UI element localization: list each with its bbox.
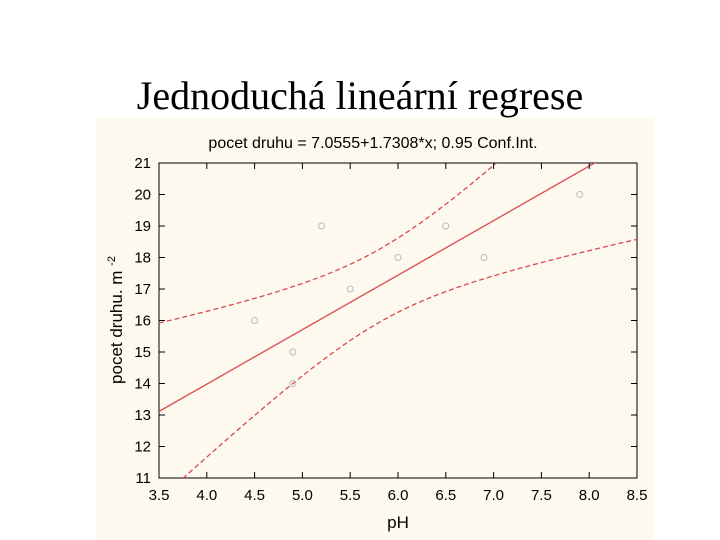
y-axis-label-main: pocet druhu. m [107,271,126,384]
y-tick-label: 11 [135,470,151,487]
chart-panel: pocet druhu = 7.0555+1.7308*x; 0.95 Conf… [96,118,654,540]
x-tick-label: 6.0 [388,487,409,504]
data-point [346,285,354,293]
x-tick-label: 8.5 [627,487,648,504]
data-point [394,254,402,261]
data-point [442,222,450,230]
data-point [289,380,297,387]
x-tick-label: 4.5 [244,487,265,504]
x-tick-label: 6.5 [435,487,456,504]
x-axis: 3.5 4.0 4.5 5.0 5.5 6.0 6.5 7.0 7.5 8.0 8.5 [149,163,648,504]
y-axis-label-sup: -2 [106,256,118,266]
y-tick-label: 19 [134,218,151,235]
upper-confidence-curve [159,163,498,324]
y-tick-label: 20 [134,187,151,204]
x-tick-label: 7.0 [483,487,504,504]
slide-title: Jednoduchá lineární regrese [136,73,584,118]
y-tick-label: 16 [134,313,151,330]
lower-confidence-curve [182,238,637,478]
data-point [251,317,259,324]
data-point [480,254,488,261]
regression-chart: pocet druhu = 7.0555+1.7308*x; 0.95 Conf… [106,135,648,532]
x-tick-label: 5.0 [292,487,313,504]
regression-line-group [159,163,596,412]
y-axis-label: pocet druhu. m -2 [106,256,126,384]
y-tick-label: 13 [134,407,151,424]
x-tick-label: 5.5 [340,487,361,504]
y-tick-label: 21 [134,155,151,172]
x-tick-label: 3.5 [149,487,170,504]
x-tick-label: 7.5 [531,487,552,504]
data-point [318,222,326,230]
y-tick-label: 15 [134,344,151,361]
regression-line [159,163,596,412]
plot-frame [158,162,638,479]
x-axis-label: pH [387,513,409,532]
data-point [289,348,297,356]
y-axis: 11 12 13 14 15 16 17 18 19 20 21 [134,155,637,487]
y-tick-label: 18 [134,250,151,267]
confidence-band-lower [182,238,637,478]
y-tick-label: 12 [134,439,151,456]
y-tick-label: 17 [134,281,151,298]
x-tick-label: 4.0 [196,487,217,504]
y-tick-label: 14 [134,376,151,393]
data-point [576,191,584,198]
y-axis-label-group: pocet druhu. m -2 [106,256,126,384]
x-tick-label: 8.0 [579,487,600,504]
confidence-band-upper [159,163,498,324]
data-points [251,191,584,387]
chart-title: pocet druhu = 7.0555+1.7308*x; 0.95 Conf… [208,135,537,152]
